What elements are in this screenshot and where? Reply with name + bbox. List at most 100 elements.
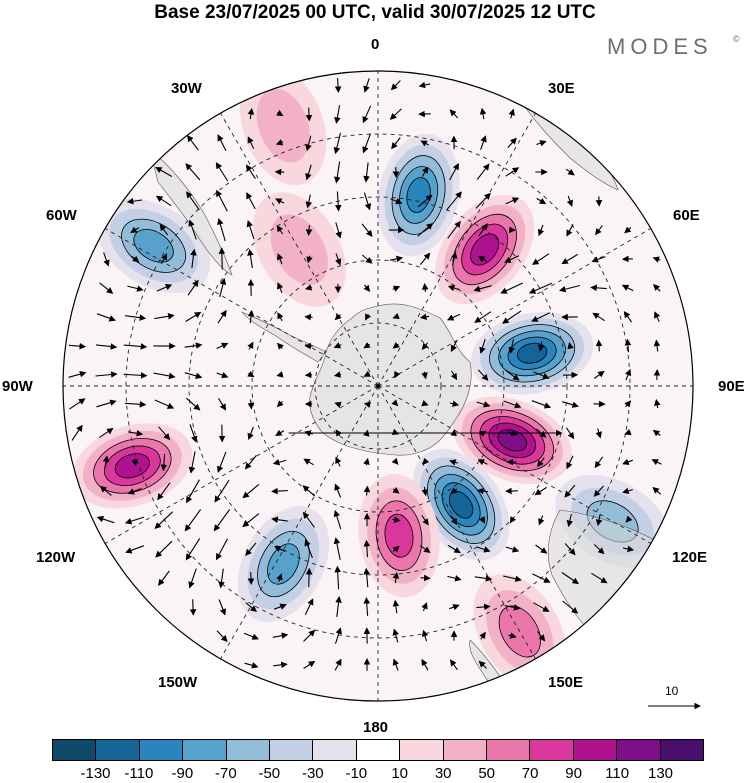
wind-vector	[242, 483, 260, 499]
wind-vector	[622, 487, 633, 495]
colorbar-segment	[442, 740, 487, 760]
lon-label-120w: 120W	[36, 549, 76, 566]
wind-vector	[479, 107, 487, 120]
wind-vector	[622, 458, 633, 465]
wind-vector	[158, 426, 171, 441]
colorbar-segment	[225, 740, 270, 760]
wind-vector	[124, 401, 147, 408]
lon-label-90w: 90W	[2, 378, 33, 395]
wind-vector	[188, 451, 196, 474]
wind-vector	[564, 484, 576, 498]
wind-vector	[334, 313, 342, 321]
wind-vector	[335, 456, 342, 467]
colorbar-tick-label: 30	[434, 765, 452, 782]
wind-vector	[333, 509, 342, 530]
colorbar-tick-label: -90	[171, 765, 194, 782]
positive anomaly 20W	[240, 71, 327, 186]
wind-vector	[334, 78, 342, 93]
wind-vector	[188, 568, 197, 589]
wind-vector	[124, 516, 145, 525]
wind-vector	[593, 544, 605, 555]
wind-vector	[68, 370, 87, 378]
wind-vector	[334, 658, 342, 671]
colorbar-segment	[486, 740, 530, 760]
wind-vector	[185, 311, 202, 322]
wind-vector	[417, 222, 434, 237]
wind-vector	[216, 189, 228, 212]
wind-vector	[566, 195, 574, 207]
wind-vector	[447, 575, 462, 582]
colorbar-tick-label: 70	[521, 765, 539, 782]
wind-vector	[480, 135, 487, 150]
wind-vector	[125, 545, 144, 554]
wind-vector	[276, 109, 284, 117]
colorbar-tick-label: -30	[301, 765, 324, 782]
wind-vector	[363, 78, 370, 93]
colorbar-segment	[182, 740, 226, 760]
wind-vector	[446, 191, 462, 211]
brand-registered-mark: ©	[733, 34, 740, 44]
wind-vector	[155, 166, 173, 177]
latitude-circle	[251, 259, 505, 513]
wind-vector	[363, 162, 370, 183]
wind-vector	[334, 105, 341, 124]
wind-vector	[96, 399, 117, 408]
colorbar-segment	[138, 740, 183, 760]
wind-vector	[624, 428, 632, 436]
wind-vector	[362, 105, 372, 124]
wind-vector	[96, 313, 116, 322]
negative anomaly 60-90E	[470, 312, 594, 395]
lon-label-30e: 30E	[548, 80, 575, 97]
wind-vector	[334, 483, 342, 498]
anomaly-contour	[470, 233, 500, 266]
wind-vector	[185, 163, 201, 181]
wind-vector	[218, 568, 225, 589]
wind-vector	[126, 197, 143, 205]
colorbar-segment	[616, 740, 660, 760]
wind-vector	[158, 570, 170, 586]
graticule	[63, 71, 693, 701]
wind-vector	[421, 283, 429, 292]
colorbar-segment	[659, 740, 704, 760]
wind-vector	[276, 371, 284, 378]
wind-vector	[390, 80, 401, 91]
wind-vector	[561, 401, 579, 408]
wind-vector	[538, 515, 545, 526]
colorbar-tick-label: -10	[345, 765, 368, 782]
wind-vector	[272, 459, 287, 466]
wind-vector	[363, 485, 371, 496]
negative anomaly 60W	[96, 198, 211, 294]
wind-vector	[363, 284, 371, 292]
wind-vector	[504, 369, 520, 381]
wind-vector	[561, 253, 578, 265]
wind-vector	[421, 371, 428, 380]
wind-vector	[96, 515, 115, 524]
wind-vector	[474, 575, 493, 582]
wind-vector	[392, 487, 400, 494]
wind-vector	[218, 599, 226, 616]
wind-vector	[422, 457, 430, 466]
wind-vector	[421, 602, 428, 612]
colorbar-tick-label: -110	[124, 765, 154, 782]
wind-vector	[214, 479, 230, 503]
wind-vector	[531, 253, 550, 265]
wind-vector	[335, 222, 342, 239]
wind-vector	[476, 163, 490, 180]
wind-vector	[421, 166, 429, 177]
wind-vector	[335, 596, 342, 617]
wind-vector	[247, 136, 255, 149]
wind-vector	[275, 429, 285, 436]
wind-vector	[653, 339, 661, 352]
wind-vector	[625, 515, 633, 523]
wind-vector	[124, 314, 147, 321]
wind-vector	[213, 509, 231, 532]
colorbar-segment	[312, 740, 356, 760]
wind-vector	[247, 370, 255, 378]
wind-vector	[305, 164, 312, 181]
wind-vector	[592, 312, 605, 322]
wind-vector	[276, 573, 283, 582]
wind-vector	[218, 247, 226, 270]
wind-vector	[391, 399, 399, 407]
wind-vector	[186, 134, 199, 151]
wind-vector	[154, 511, 174, 530]
